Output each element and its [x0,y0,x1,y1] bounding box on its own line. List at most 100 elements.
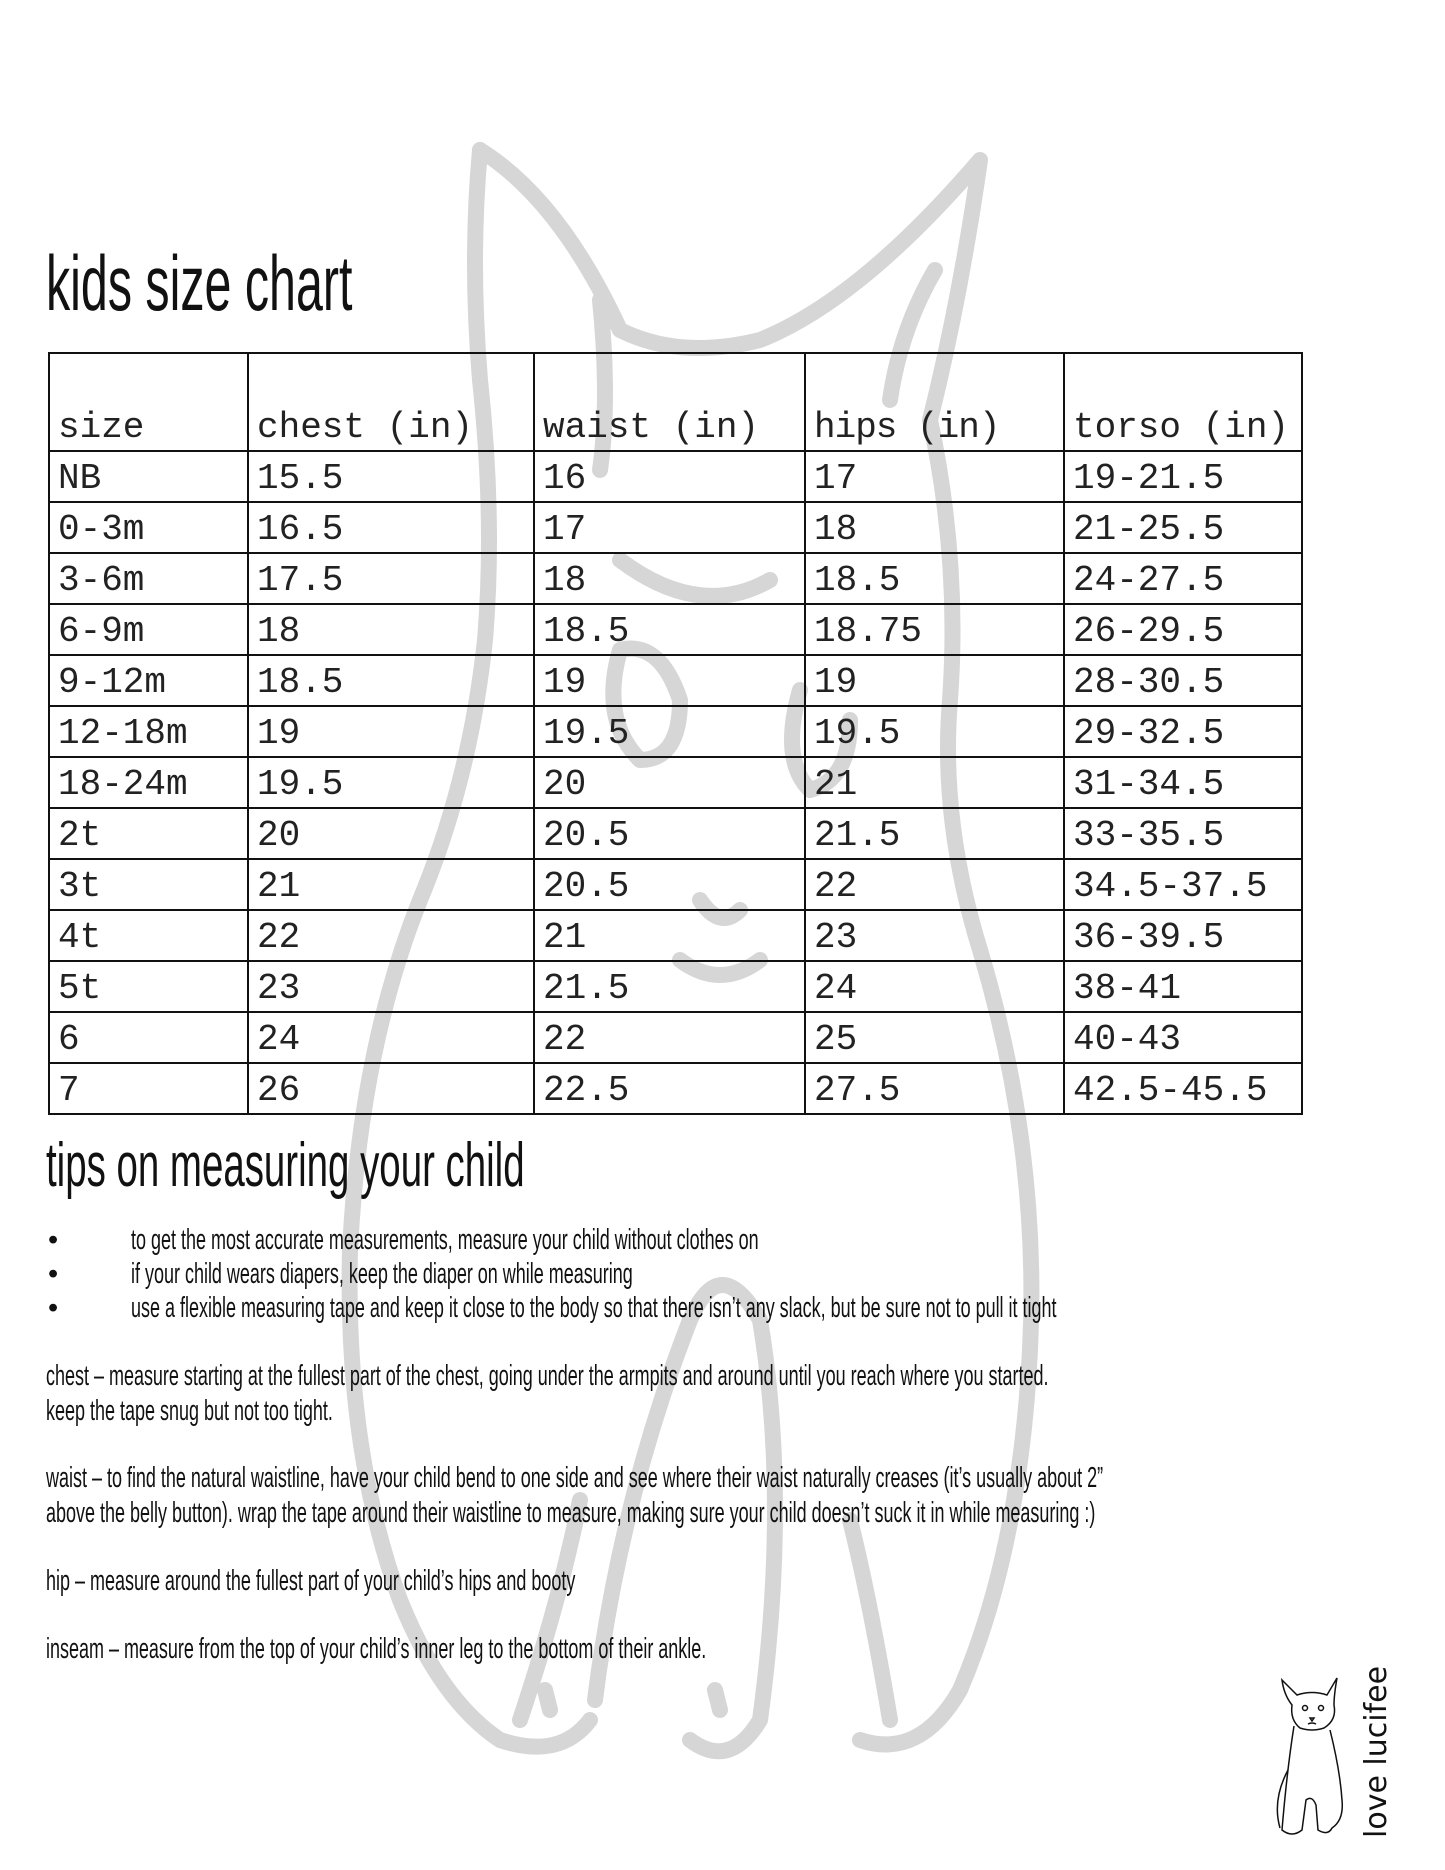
cell-chest: 20 [247,807,535,860]
bullet-icon: • [48,1258,59,1290]
cell-chest: 21 [247,858,535,911]
cell-hips: 21.5 [804,807,1065,860]
cell-waist: 18 [533,552,806,605]
cell-size: 4t [48,909,249,962]
bullet-text: if your child wears diapers, keep the di… [131,1258,633,1290]
cell-waist: 21 [533,909,806,962]
love-lucifee-logo: love lucifee [1276,1666,1394,1838]
tips-heading: tips on measuring your child [46,1130,818,1201]
inseam-tip: inseam – measure from the top of your ch… [46,1632,1111,1667]
cell-hips: 24 [804,960,1065,1013]
tips-heading-text: tips on measuring your child [46,1131,525,1200]
table-header-row: size chest (in) waist (in) hips (in) tor… [48,352,1303,452]
cell-size: NB [48,450,249,503]
table-row: 18-24m 19.5 20 21 31-34.5 [48,756,1303,809]
header-torso: torso (in) [1063,352,1303,452]
cell-hips: 18.5 [804,552,1065,605]
table-row: 0-3m 16.5 17 18 21-25.5 [48,501,1303,554]
cell-torso: 29-32.5 [1063,705,1303,758]
cell-torso: 34.5-37.5 [1063,858,1303,911]
cell-waist: 19 [533,654,806,707]
cell-torso: 26-29.5 [1063,603,1303,656]
header-size: size [48,352,249,452]
table-row: 12-18m 19 19.5 19.5 29-32.5 [48,705,1303,758]
bullet-text: use a flexible measuring tape and keep i… [131,1292,1057,1324]
cell-chest: 23 [247,960,535,1013]
table-row: 5t 23 21.5 24 38-41 [48,960,1303,1013]
chest-tip: chest – measure starting at the fullest … [46,1359,1445,1429]
size-chart-table: size chest (in) waist (in) hips (in) tor… [48,352,1303,1115]
cell-chest: 19.5 [247,756,535,809]
cell-size: 3t [48,858,249,911]
cell-waist: 22.5 [533,1062,806,1115]
cell-torso: 38-41 [1063,960,1303,1013]
cell-size: 18-24m [48,756,249,809]
cell-torso: 24-27.5 [1063,552,1303,605]
cell-size: 6 [48,1011,249,1064]
cell-torso: 36-39.5 [1063,909,1303,962]
cell-waist: 22 [533,1011,806,1064]
page-title: kids size chart [46,238,540,329]
cell-size: 2t [48,807,249,860]
cell-torso: 19-21.5 [1063,450,1303,503]
cell-torso: 40-43 [1063,1011,1303,1064]
cell-hips: 25 [804,1011,1065,1064]
page-title-text: kids size chart [46,239,353,327]
cell-chest: 17.5 [247,552,535,605]
cell-chest: 26 [247,1062,535,1115]
cell-chest: 16.5 [247,501,535,554]
cell-hips: 23 [804,909,1065,962]
cell-size: 3-6m [48,552,249,605]
cell-hips: 22 [804,858,1065,911]
table-row: 2t 20 20.5 21.5 33-35.5 [48,807,1303,860]
waist-tip: waist – to find the natural waistline, h… [46,1461,1445,1531]
chest-tip-line: keep the tape snug but not too tight. [46,1395,333,1427]
table-row: 4t 22 21 23 36-39.5 [48,909,1303,962]
cell-waist: 21.5 [533,960,806,1013]
header-waist: waist (in) [533,352,806,452]
bullet-text: to get the most accurate measurements, m… [131,1224,759,1256]
hip-tip-line: hip – measure around the fullest part of… [46,1565,576,1597]
cell-waist: 20.5 [533,858,806,911]
logo-text: love lucifee [1359,1666,1394,1838]
cell-hips: 27.5 [804,1062,1065,1115]
waist-tip-line: waist – to find the natural waistline, h… [46,1462,1104,1494]
cell-size: 7 [48,1062,249,1115]
bullet-icon: • [48,1292,59,1324]
cell-size: 6-9m [48,603,249,656]
inseam-tip-line: inseam – measure from the top of your ch… [46,1633,707,1665]
cell-hips: 17 [804,450,1065,503]
cell-torso: 33-35.5 [1063,807,1303,860]
cell-chest: 18 [247,603,535,656]
table-row: 3t 21 20.5 22 34.5-37.5 [48,858,1303,911]
table-row: 3-6m 17.5 18 18.5 24-27.5 [48,552,1303,605]
header-chest: chest (in) [247,352,535,452]
cell-waist: 18.5 [533,603,806,656]
cell-chest: 22 [247,909,535,962]
cell-chest: 15.5 [247,450,535,503]
cell-size: 12-18m [48,705,249,758]
waist-tip-line: above the belly button). wrap the tape a… [46,1497,1096,1529]
cell-chest: 24 [247,1011,535,1064]
hip-tip: hip – measure around the fullest part of… [46,1564,900,1599]
cell-waist: 20 [533,756,806,809]
cell-torso: 28-30.5 [1063,654,1303,707]
cell-chest: 19 [247,705,535,758]
cell-size: 0-3m [48,501,249,554]
cell-torso: 21-25.5 [1063,501,1303,554]
cell-hips: 19 [804,654,1065,707]
cell-torso: 31-34.5 [1063,756,1303,809]
bullet-icon: • [48,1224,59,1256]
cell-waist: 17 [533,501,806,554]
cell-hips: 21 [804,756,1065,809]
table-row: 9-12m 18.5 19 19 28-30.5 [48,654,1303,707]
cell-size: 9-12m [48,654,249,707]
table-row: 6-9m 18 18.5 18.75 26-29.5 [48,603,1303,656]
cell-waist: 16 [533,450,806,503]
cell-torso: 42.5-45.5 [1063,1062,1303,1115]
cell-hips: 18.75 [804,603,1065,656]
table-row: 6 24 22 25 40-43 [48,1011,1303,1064]
cell-hips: 18 [804,501,1065,554]
table-row: 7 26 22.5 27.5 42.5-45.5 [48,1062,1303,1115]
cell-hips: 19.5 [804,705,1065,758]
